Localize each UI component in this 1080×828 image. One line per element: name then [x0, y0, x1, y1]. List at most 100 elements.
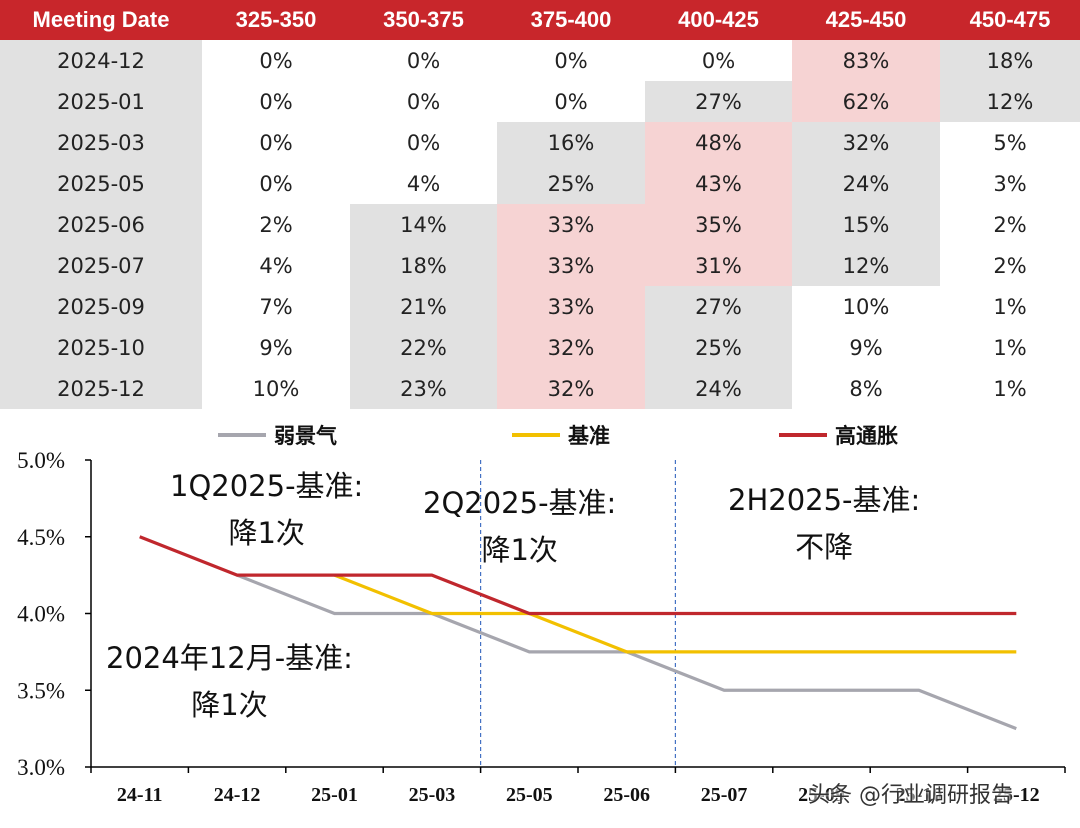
probability-cell: 2%	[259, 212, 293, 237]
meeting-date-cell: 2024-12	[0, 40, 202, 81]
probability-cell: 4%	[259, 253, 293, 278]
legend-item-inflation: 高通胀	[779, 418, 898, 452]
legend-label-baseline: 基准	[568, 424, 610, 448]
annotation-2q2025-line2: 降1次	[481, 533, 558, 567]
probability-cell: 7%	[259, 294, 293, 319]
header-450-475: 450-475	[940, 0, 1080, 40]
probability-cell: 9%	[849, 335, 883, 360]
x-tick-label: 24-11	[117, 784, 163, 806]
legend-label-weak: 弱景气	[274, 424, 337, 448]
x-tick-label: 25-10	[896, 784, 943, 806]
probability-cell: 1%	[993, 376, 1027, 401]
probability-cell: 21%	[350, 286, 497, 327]
meeting-date-cell: 2025-06	[0, 204, 202, 245]
y-tick-label: 3.0%	[17, 755, 65, 780]
header-425-450: 425-450	[792, 0, 940, 40]
probability-cell: 12%	[792, 245, 940, 286]
legend-label-inflation: 高通胀	[835, 424, 898, 448]
probability-cell: 0%	[259, 130, 293, 155]
table-row: 2025-09 7% 21% 33% 27% 10% 1%	[0, 286, 1080, 327]
x-tick-label: 25-03	[409, 784, 456, 806]
meeting-date-cell: 2025-01	[0, 81, 202, 122]
header-325-350: 325-350	[202, 0, 350, 40]
table-row: 2025-05 0% 4% 25% 43% 24% 3%	[0, 163, 1080, 204]
probability-cell: 0%	[406, 130, 441, 155]
x-tick-label: 25-12	[993, 784, 1040, 806]
meeting-date-cell: 2025-10	[0, 327, 202, 368]
probability-cell: 24%	[645, 368, 792, 409]
probability-cell: 23%	[350, 368, 497, 409]
probability-cell: 22%	[350, 327, 497, 368]
probability-table: Meeting Date 325-350 350-375 375-400 400…	[0, 0, 1080, 409]
table-header-row: Meeting Date 325-350 350-375 375-400 400…	[0, 0, 1080, 40]
probability-cell: 0%	[406, 48, 441, 73]
legend-swatch-weak	[218, 433, 266, 437]
probability-cell: 31%	[645, 245, 792, 286]
annotation-2h2025-line2: 不降	[795, 530, 854, 564]
annotation-2q2025-line1: 2Q2025-基准:	[423, 486, 617, 520]
probability-cell: 4%	[406, 171, 441, 196]
probability-cell: 32%	[792, 122, 940, 163]
probability-cell: 32%	[497, 368, 645, 409]
probability-cell: 10%	[252, 376, 300, 401]
probability-cell: 3%	[993, 171, 1027, 196]
probability-cell: 24%	[792, 163, 940, 204]
probability-cell: 12%	[940, 81, 1080, 122]
x-tick-label: 25-06	[603, 784, 650, 806]
probability-cell: 18%	[350, 245, 497, 286]
legend-swatch-baseline	[512, 433, 560, 437]
annotation-1q2025: 1Q2025-基准: 降1次	[170, 472, 363, 548]
probability-cell: 14%	[350, 204, 497, 245]
probability-cell: 48%	[645, 122, 792, 163]
header-400-425: 400-425	[645, 0, 792, 40]
probability-cell: 18%	[940, 40, 1080, 81]
probability-cell: 9%	[259, 335, 293, 360]
probability-cell: 0%	[406, 89, 441, 114]
probability-cell: 1%	[993, 335, 1027, 360]
y-tick-label: 4.0%	[17, 602, 65, 627]
meeting-date-cell: 2025-12	[0, 368, 202, 409]
probability-cell: 0%	[554, 48, 588, 73]
table-row: 2024-12 0% 0% 0% 0% 83% 18%	[0, 40, 1080, 81]
probability-cell: 25%	[645, 327, 792, 368]
probability-cell: 2%	[993, 212, 1027, 237]
x-tick-label: 24-12	[214, 784, 261, 806]
probability-cell: 1%	[993, 294, 1027, 319]
table-row: 2025-06 2% 14% 33% 35% 15% 2%	[0, 204, 1080, 245]
y-tick-label: 3.5%	[17, 678, 65, 703]
table-row: 2025-12 10% 23% 32% 24% 8% 1%	[0, 368, 1080, 409]
x-tick-label: 25-05	[506, 784, 553, 806]
x-tick-label: 25-07	[701, 784, 748, 806]
probability-cell: 35%	[645, 204, 792, 245]
chart-legend: 弱景气 基准 高通胀	[0, 418, 1080, 452]
probability-cell: 27%	[645, 286, 792, 327]
series-line	[139, 535, 1017, 616]
annotation-2q2025: 2Q2025-基准: 降1次	[423, 489, 616, 565]
probability-cell: 8%	[849, 376, 883, 401]
header-350-375: 350-375	[350, 0, 497, 40]
probability-cell: 0%	[554, 89, 588, 114]
legend-swatch-inflation	[779, 433, 827, 437]
probability-cell: 83%	[792, 40, 940, 81]
probability-cell: 0%	[259, 89, 293, 114]
y-tick-label: 4.5%	[17, 525, 65, 550]
annotation-dec2024-line2: 降1次	[191, 688, 268, 722]
annotation-dec2024-line1: 2024年12月-基准:	[106, 641, 353, 675]
x-tick-label: 25-01	[311, 784, 358, 806]
y-tick-label: 5.0%	[17, 448, 65, 473]
probability-cell: 25%	[497, 163, 645, 204]
annotation-2h2025-line1: 2H2025-基准:	[728, 483, 921, 517]
probability-cell: 62%	[792, 81, 940, 122]
x-tick-label: 25-09	[798, 784, 845, 806]
probability-cell: 0%	[259, 171, 293, 196]
meeting-date-cell: 2025-09	[0, 286, 202, 327]
probability-cell: 33%	[497, 245, 645, 286]
table-row: 2025-03 0% 0% 16% 48% 32% 5%	[0, 122, 1080, 163]
header-375-400: 375-400	[497, 0, 645, 40]
annotation-1q2025-line2: 降1次	[228, 516, 305, 550]
meeting-date-cell: 2025-05	[0, 163, 202, 204]
probability-cell: 43%	[645, 163, 792, 204]
meeting-date-cell: 2025-07	[0, 245, 202, 286]
annotation-dec2024: 2024年12月-基准: 降1次	[106, 644, 353, 720]
legend-item-weak: 弱景气	[218, 418, 337, 452]
